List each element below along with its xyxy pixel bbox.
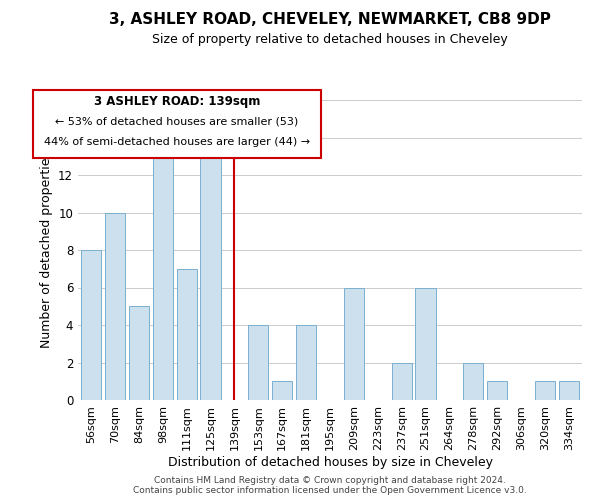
Text: Contains HM Land Registry data © Crown copyright and database right 2024.: Contains HM Land Registry data © Crown c… (154, 476, 506, 485)
Bar (200, 156, 221, 400)
Bar (487, 382, 508, 400)
Bar (105, 212, 125, 400)
X-axis label: Distribution of detached houses by size in Cheveley: Distribution of detached houses by size … (167, 456, 493, 468)
Text: 44% of semi-detached houses are larger (44) →: 44% of semi-detached houses are larger (… (44, 137, 310, 147)
Bar (152, 156, 173, 400)
Text: ← 53% of detached houses are smaller (53): ← 53% of detached houses are smaller (53… (55, 116, 299, 126)
Bar (272, 382, 292, 400)
Bar (392, 362, 412, 400)
Text: 3, ASHLEY ROAD, CHEVELEY, NEWMARKET, CB8 9DP: 3, ASHLEY ROAD, CHEVELEY, NEWMARKET, CB8… (109, 12, 551, 28)
Bar (176, 269, 197, 400)
Bar (81, 250, 101, 400)
Text: Size of property relative to detached houses in Cheveley: Size of property relative to detached ho… (152, 32, 508, 46)
Bar (296, 325, 316, 400)
Bar (559, 382, 579, 400)
Y-axis label: Number of detached properties: Number of detached properties (40, 152, 53, 348)
Text: 3 ASHLEY ROAD: 139sqm: 3 ASHLEY ROAD: 139sqm (94, 95, 260, 108)
Text: Contains public sector information licensed under the Open Government Licence v3: Contains public sector information licen… (133, 486, 527, 495)
Bar (344, 288, 364, 400)
Bar (463, 362, 484, 400)
Bar (129, 306, 149, 400)
Bar (535, 382, 555, 400)
Bar (248, 325, 268, 400)
Bar (415, 288, 436, 400)
